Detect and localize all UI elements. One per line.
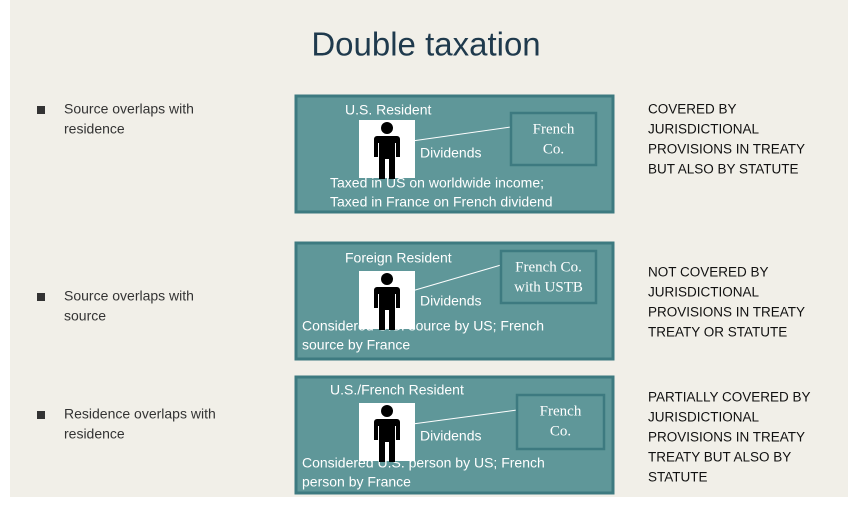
resident-label: Foreign Resident: [345, 250, 452, 266]
connector: [404, 264, 502, 294]
note: PROVISIONS IN TREATY: [648, 430, 805, 445]
connector: [404, 126, 512, 143]
note: BUT ALSO BY STATUTE: [648, 162, 799, 177]
connector: [404, 409, 518, 426]
company-box: [509, 111, 598, 167]
company-label: Co.: [550, 423, 571, 439]
note: PROVISIONS IN TREATY: [648, 305, 805, 320]
note: JURISDICTIONAL: [648, 122, 760, 137]
company-label: French: [533, 121, 575, 137]
company-box: [499, 249, 598, 305]
person-head: [381, 122, 393, 134]
bullet-marker: [37, 106, 45, 114]
description: Taxed in France on French dividend: [330, 194, 553, 210]
bullet-marker: [37, 293, 45, 301]
company-box: [515, 393, 606, 451]
bullet-text: residence: [64, 121, 125, 137]
person-head: [381, 273, 393, 285]
description: Considered U.S. source by US; French: [302, 318, 544, 334]
note: STATUTE: [648, 470, 708, 485]
description: Considered U.S. person by US; French: [302, 455, 545, 471]
income-label: Dividends: [420, 428, 481, 444]
company-label: French Co.: [515, 259, 582, 275]
resident-label: U.S./French Resident: [330, 382, 464, 398]
income-label: Dividends: [420, 293, 481, 309]
note: TREATY OR STATUTE: [648, 325, 787, 340]
person-body: [374, 419, 400, 462]
resident-label: U.S. Resident: [345, 102, 431, 118]
bullet-text: residence: [64, 426, 125, 442]
description: source by France: [302, 337, 410, 353]
note: PARTIALLY COVERED BY: [648, 390, 811, 405]
note: JURISDICTIONAL: [648, 285, 760, 300]
description: person by France: [302, 474, 411, 490]
bullet-text: Residence overlaps with: [64, 406, 216, 422]
company-label: Co.: [543, 141, 564, 157]
note: TREATY BUT ALSO BY: [648, 450, 791, 465]
company-label: with USTB: [514, 279, 583, 295]
note: NOT COVERED BY: [648, 265, 769, 280]
note: COVERED BY: [648, 102, 737, 117]
bullet-text: source: [64, 308, 106, 324]
bullet-text: Source overlaps with: [64, 288, 194, 304]
bullet-text: Source overlaps with: [64, 101, 194, 117]
person-head: [381, 405, 393, 417]
note: JURISDICTIONAL: [648, 410, 760, 425]
person-body: [374, 287, 400, 330]
income-label: Dividends: [420, 145, 481, 161]
note: PROVISIONS IN TREATY: [648, 142, 805, 157]
person-body: [374, 136, 400, 179]
slide-title: Double taxation: [311, 26, 540, 63]
bullet-marker: [37, 411, 45, 419]
company-label: French: [540, 403, 582, 419]
